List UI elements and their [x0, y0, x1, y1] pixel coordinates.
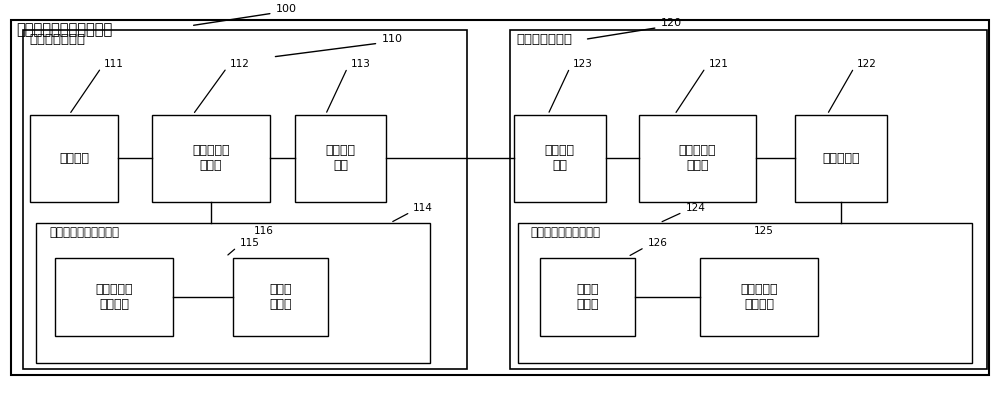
Text: 床体侧控制系统: 床体侧控制系统	[516, 33, 572, 46]
Bar	[510, 30, 987, 369]
Bar	[518, 223, 972, 363]
Text: 100: 100	[276, 4, 297, 14]
Bar	[795, 115, 887, 203]
Text: 116: 116	[254, 225, 274, 236]
Bar	[55, 258, 173, 336]
Text: 第二信号采
集系统: 第二信号采 集系统	[679, 145, 716, 173]
Text: 床体侧
传动器: 床体侧 传动器	[577, 283, 599, 311]
Bar	[233, 258, 328, 336]
Text: 114: 114	[413, 203, 433, 213]
Text: 120: 120	[661, 19, 682, 28]
Bar	[639, 115, 756, 203]
Text: 126: 126	[648, 238, 667, 248]
Text: 第一传动器
驱动系统: 第一传动器 驱动系统	[95, 283, 133, 311]
Bar	[30, 115, 118, 203]
Bar	[23, 30, 467, 369]
Text: 第一信号采
集系统: 第一信号采 集系统	[192, 145, 230, 173]
Bar	[540, 258, 635, 336]
Text: 第一指令功能执行模块: 第一指令功能执行模块	[49, 225, 119, 238]
Text: 123: 123	[573, 59, 593, 69]
Text: 113: 113	[350, 59, 370, 69]
Text: 信号控制器: 信号控制器	[822, 152, 860, 165]
Text: 112: 112	[230, 59, 250, 69]
Text: 轮椅侧
传动器: 轮椅侧 传动器	[269, 283, 292, 311]
Text: 110: 110	[381, 34, 402, 44]
Text: 111: 111	[104, 59, 124, 69]
Text: 轮椅与床的对接控制系统: 轮椅与床的对接控制系统	[16, 22, 113, 37]
Text: 主控制器: 主控制器	[59, 152, 89, 165]
Bar	[700, 258, 818, 336]
Text: 122: 122	[857, 59, 877, 69]
Text: 第一通信
模块: 第一通信 模块	[325, 145, 355, 173]
Bar	[514, 115, 606, 203]
Text: 124: 124	[685, 203, 705, 213]
Text: 第二指令功能执行模块: 第二指令功能执行模块	[530, 225, 600, 238]
Text: 第二通信
模块: 第二通信 模块	[545, 145, 575, 173]
Text: 轮椅侧控制系统: 轮椅侧控制系统	[29, 33, 85, 46]
Text: 115: 115	[240, 238, 260, 248]
Text: 121: 121	[708, 59, 728, 69]
Text: 125: 125	[754, 225, 774, 236]
Text: 第二传动器
驱动系统: 第二传动器 驱动系统	[741, 283, 778, 311]
Bar	[295, 115, 386, 203]
Bar	[36, 223, 430, 363]
Bar	[152, 115, 270, 203]
